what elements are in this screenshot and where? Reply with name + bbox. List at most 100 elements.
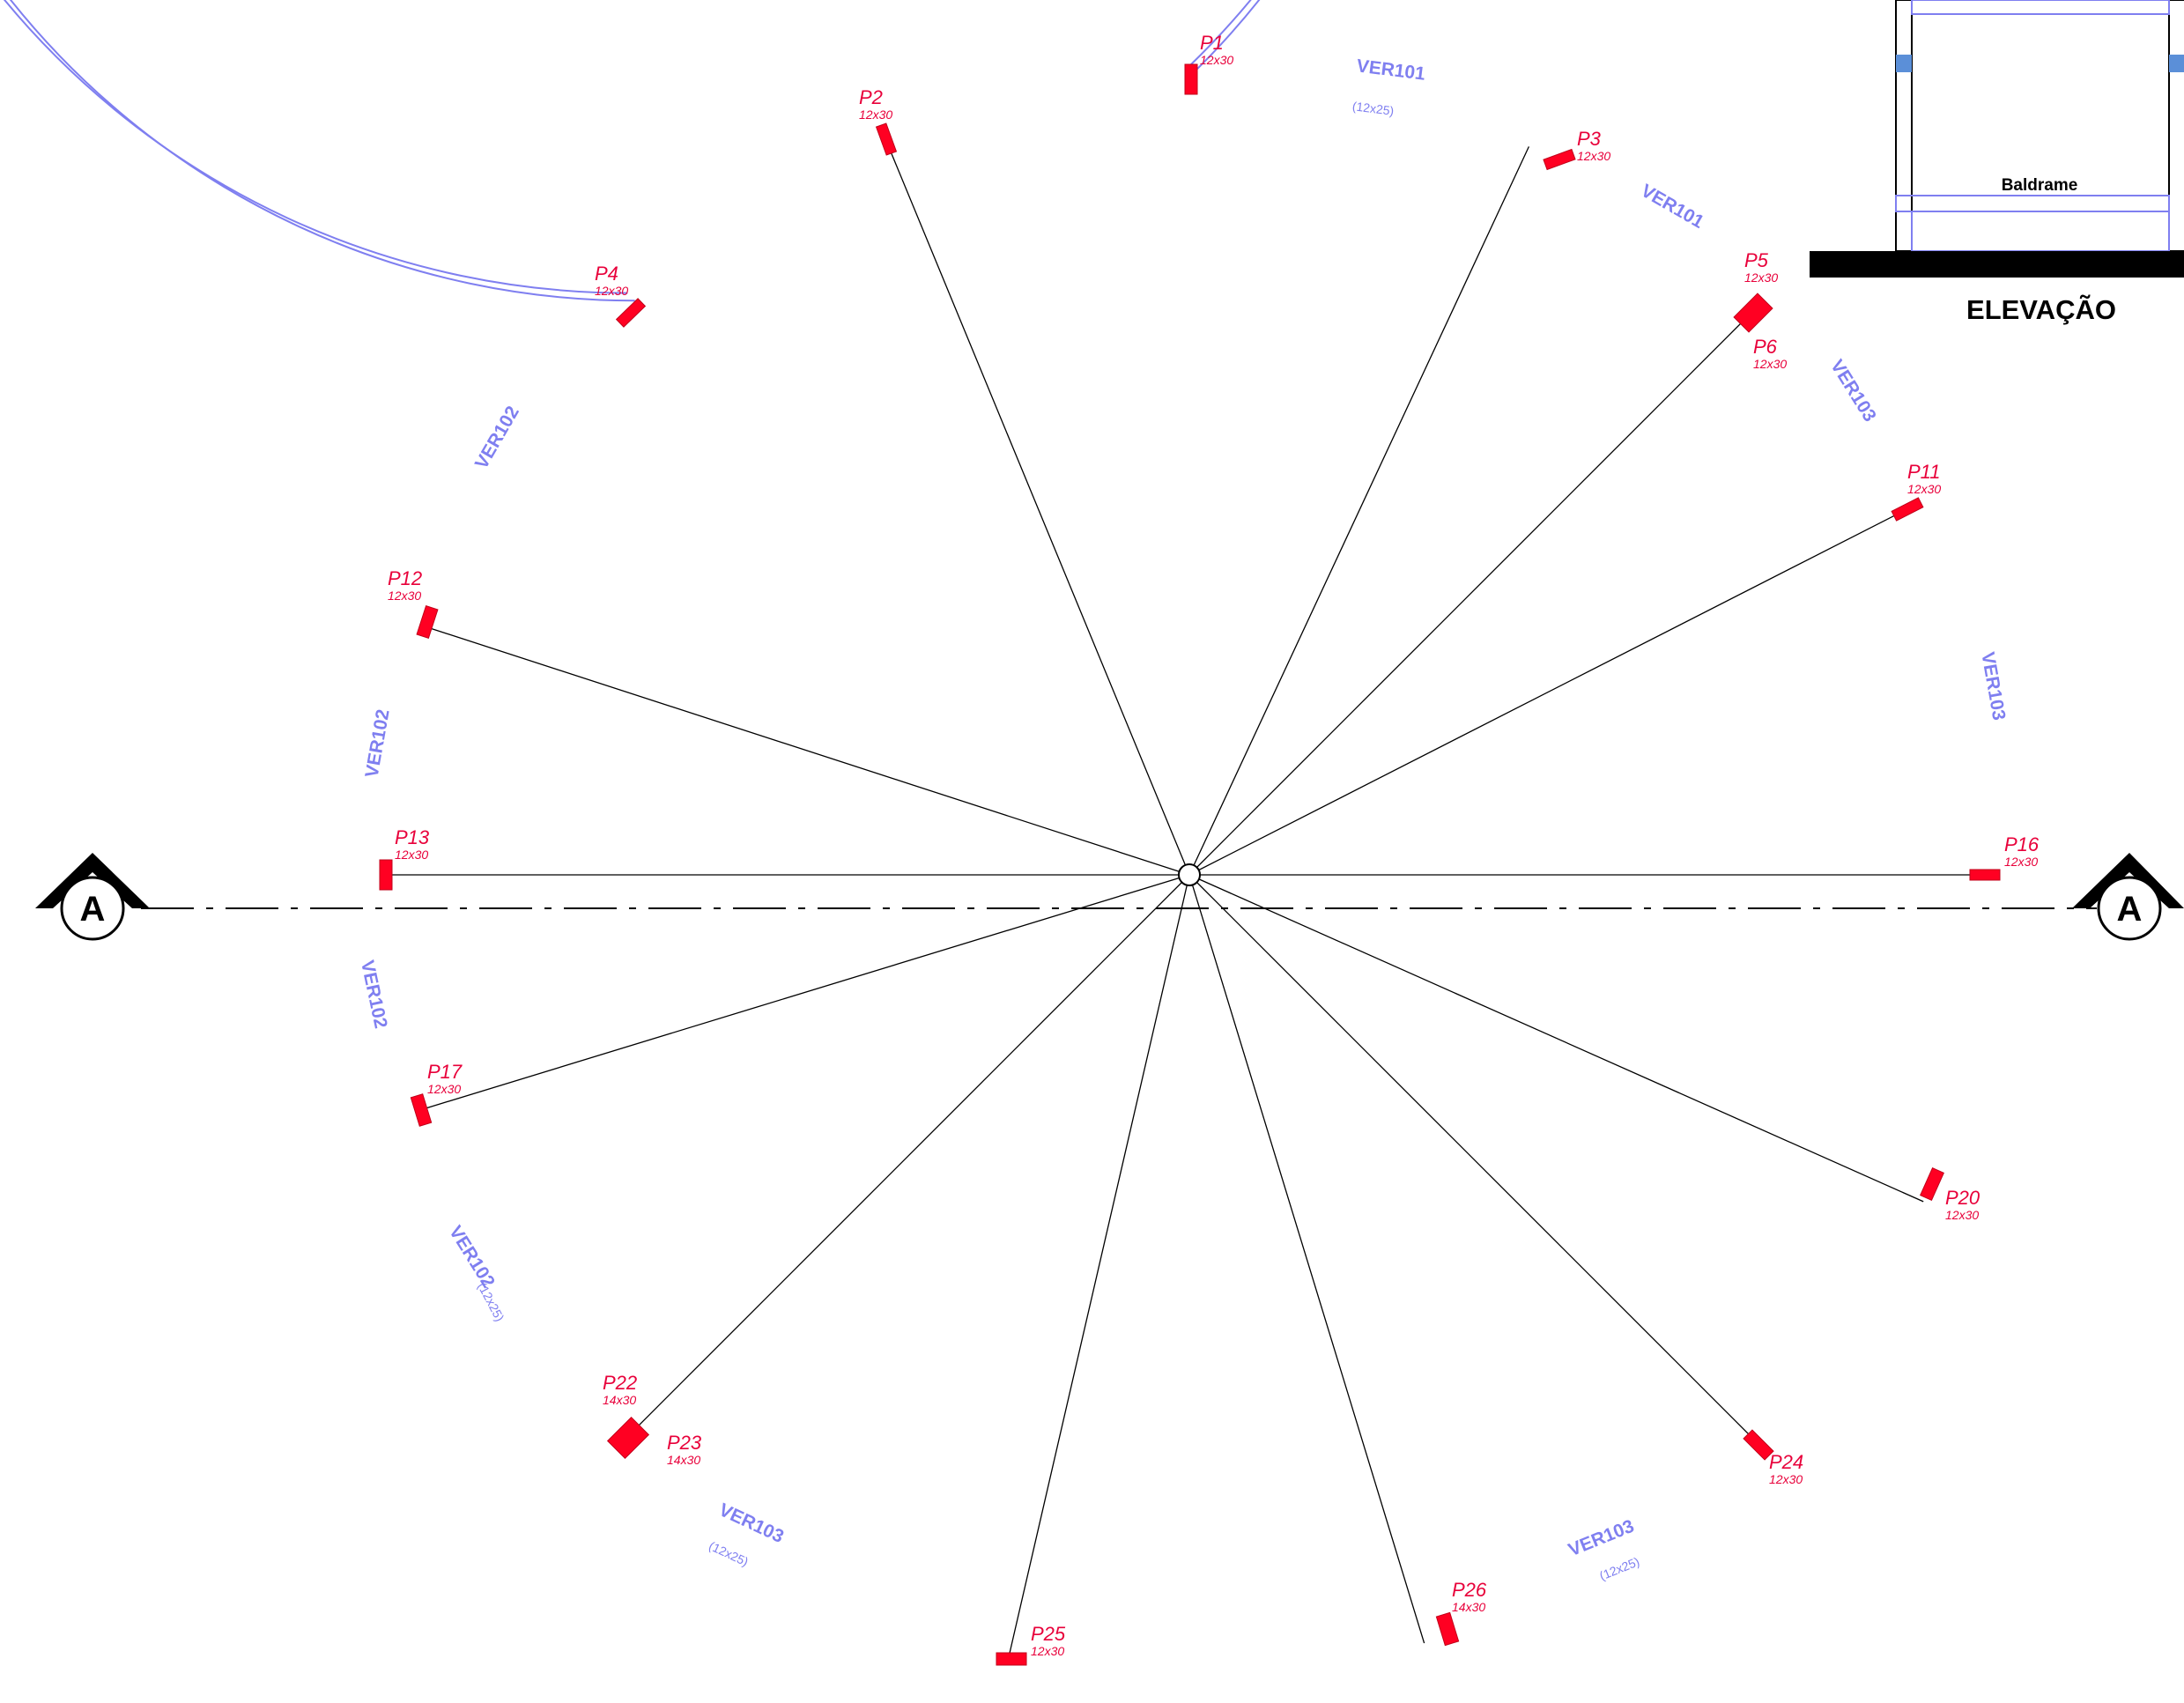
pillar-size: 12x30 [1200, 53, 1233, 67]
beam-8[interactable]: VER103 [1977, 650, 2009, 722]
pillar-size: 12x30 [2004, 855, 2038, 869]
pillar-name: P3 [1577, 128, 1602, 150]
elevation-detail: Baldrame ELEVAÇÃO [1810, 0, 2184, 325]
pillar-shape [1743, 1429, 1774, 1461]
elevation-column-left [1895, 0, 1913, 252]
pillar-name: P24 [1769, 1451, 1803, 1473]
elevation-foundation [1810, 251, 2184, 278]
pillar-name: P1 [1200, 32, 1224, 54]
radial-line-p25 [1008, 874, 1190, 1658]
radial-line-p12 [425, 626, 1190, 876]
pillar-name: P17 [427, 1061, 463, 1083]
pillar-shape [1435, 1611, 1460, 1647]
beam-5[interactable]: VER102 [357, 959, 391, 1030]
radial-line-p5 [1188, 306, 1758, 876]
beam-name: VER102 [445, 1222, 499, 1292]
pillar-name: P16 [2004, 833, 2040, 855]
beam-name: VER102 [357, 959, 391, 1030]
pillar-shape [1969, 869, 2001, 881]
pillar-shape [1184, 63, 1198, 95]
beam-name: VER102 [471, 403, 523, 472]
radial-line-p11 [1188, 509, 1906, 876]
radial-line-p24 [1188, 874, 1758, 1444]
pillar-name: P6 [1753, 336, 1778, 358]
pillar-size: 12x30 [859, 107, 892, 122]
pillar-name: P5 [1744, 249, 1769, 271]
center-node [1178, 863, 1201, 886]
beam-1[interactable]: VER101 (12x25) [1351, 56, 1426, 118]
pillar-shape [1891, 497, 1924, 522]
pillar-shape [410, 1093, 433, 1127]
radial-line-p17 [420, 874, 1190, 1111]
beam-name: VER103 [1826, 356, 1880, 426]
pillar-size: 14x30 [667, 1453, 700, 1467]
radial-line-p22 [620, 874, 1190, 1444]
radial-line-p2 [885, 140, 1190, 876]
pillar-shape [875, 122, 898, 156]
section-marker-right-circle [2097, 876, 2162, 941]
beam-6[interactable]: VER102(12x25) [445, 1222, 507, 1323]
pillar-name: P25 [1031, 1623, 1066, 1645]
pillar-name: P22 [603, 1372, 637, 1394]
pillars: P112x30P212x30P312x30P412x30P512x30P612x… [379, 32, 2040, 1666]
beam-2[interactable]: VER101 [1638, 181, 1708, 233]
pillar-size: 14x30 [1452, 1600, 1485, 1614]
pillar-shape [996, 1652, 1027, 1666]
elevation-top-beam [1911, 0, 2170, 15]
beam-size: (12x25) [475, 1280, 507, 1323]
pillar-size: 12x30 [1753, 357, 1787, 371]
pillar-size: 12x30 [595, 284, 628, 298]
beam-9[interactable]: VER103(12x25) [707, 1499, 787, 1569]
beam-10[interactable]: VER103(12x25) [1566, 1516, 1641, 1583]
pillar-size: 12x30 [1907, 482, 1941, 496]
beam-7[interactable]: VER103 [1826, 356, 1880, 426]
elevation-beam-label: Baldrame [2002, 176, 2078, 195]
beam-4[interactable]: VER102 [361, 707, 393, 779]
radial-lines [386, 140, 1993, 1658]
pillar-name: P13 [395, 826, 430, 848]
elevation-ground-beam [1895, 195, 2170, 212]
elevation-joint-right [2169, 55, 2184, 72]
pillar-shape [1733, 292, 1773, 333]
section-marker-left[interactable]: A [35, 853, 150, 941]
section-marker-right[interactable]: A [2072, 853, 2184, 941]
radial-line-p26 [1188, 874, 1425, 1644]
beam-name: VER102 [361, 707, 393, 779]
section-marker-left-circle [60, 876, 125, 941]
radial-line-p3 [1188, 146, 1529, 876]
pillar-size: 12x30 [427, 1082, 461, 1096]
pillar-size: 14x30 [603, 1393, 636, 1407]
pillar-size: 12x30 [1031, 1644, 1064, 1658]
pillar-size: 12x30 [395, 848, 428, 862]
beam-name: VER101 [1356, 56, 1427, 84]
pillar-shape [379, 859, 393, 891]
beam-size: (12x25) [707, 1538, 751, 1569]
pillar-name: P23 [667, 1432, 702, 1454]
beam-3[interactable]: VER102 [471, 403, 523, 472]
pillar-name: P2 [859, 86, 883, 108]
pillar-name: P12 [388, 567, 422, 589]
pillar-size: 12x30 [1744, 270, 1778, 285]
elevation-joint-left [1896, 55, 1912, 72]
pillar-name: P20 [1945, 1187, 1980, 1209]
section-marker-left-letter: A [80, 890, 106, 929]
pillar-name: P4 [595, 263, 618, 285]
